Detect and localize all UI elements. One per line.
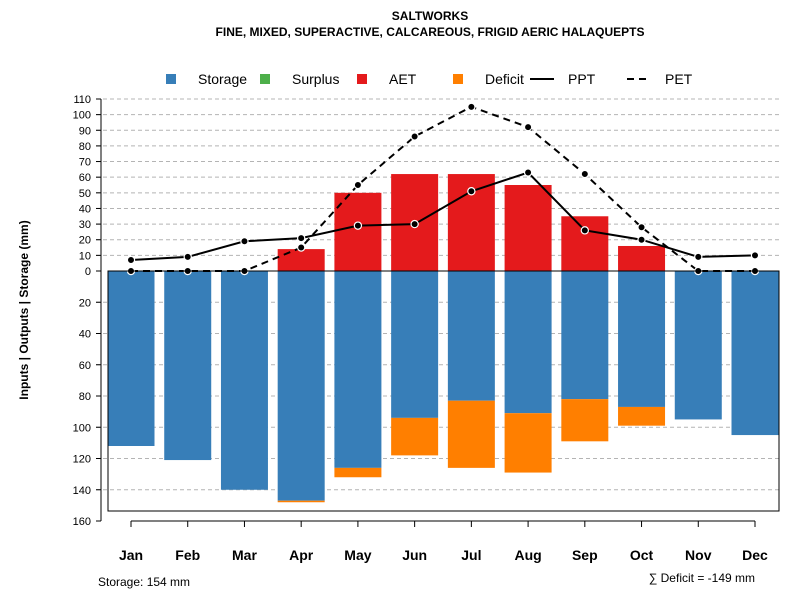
x-tick-label: Nov [685,547,712,563]
point-ppt [410,219,419,229]
x-tick-label: May [344,547,371,563]
footnote-deficit: ∑ Deficit = -149 mm [649,571,755,585]
legend-swatch-aet [357,74,367,84]
legend-label-aet: AET [389,71,417,87]
bar-deficit [618,406,666,426]
point-ppt [296,233,306,243]
chart-subtitle: FINE, MIXED, SUPERACTIVE, CALCAREOUS, FR… [216,25,645,39]
x-tick-label: Jul [461,547,481,563]
point-ppt [183,252,192,262]
axes: 0 10 20 30 40 50 60 70 80 90 100 110 20 40 60 80 100 120 1… [73,94,780,563]
bar-storage [107,271,155,446]
y-tick-label-upper: 90 [79,125,91,137]
x-tick-label: Aug [514,547,541,563]
y-tick-label-upper: 110 [73,94,91,106]
legend-label-storage: Storage [198,71,247,87]
legend-swatch-deficit [453,74,463,84]
legend-label-ppt: PPT [568,71,596,87]
y-tick-label-lower: 160 [73,516,91,528]
point-pet [353,180,363,190]
point-pet [580,169,590,179]
bar-storage [334,271,382,468]
bar-deficit [561,399,609,442]
point-pet [637,223,646,232]
legend-swatch-storage [166,74,176,84]
point-ppt [750,251,760,260]
series-lines [126,102,760,276]
chart-title: SALTWORKS [392,9,468,23]
bar-storage [618,271,666,407]
legend-label-deficit: Deficit [485,71,524,87]
point-ppt [637,235,646,244]
bar-storage [277,271,325,501]
footnote-storage: Storage: 154 mm [98,575,190,589]
y-tick-label-lower: 40 [79,329,91,341]
y-tick-label-upper: 80 [79,141,91,153]
point-pet [523,122,533,132]
line-ppt [130,171,756,262]
legend-swatch-surplus [260,74,270,84]
bar-storage [731,271,779,436]
y-tick-label-lower: 140 [73,485,91,497]
bar-aet [618,245,666,271]
bar-storage [447,271,495,401]
bar-aet [334,192,382,271]
x-tick-label: Oct [630,547,654,563]
point-ppt [126,255,136,265]
bars [107,174,779,503]
bar-deficit [334,467,382,478]
y-tick-label-upper: 30 [79,219,91,231]
x-tick-label: Dec [742,547,768,563]
x-tick-label: Sep [572,547,598,563]
bar-deficit [277,500,325,503]
y-tick-label-upper: 70 [79,157,91,169]
point-pet [467,102,476,112]
bar-deficit [391,417,439,456]
y-tick-label-upper: 50 [79,188,91,200]
bar-storage [561,271,609,400]
y-tick-label-lower: 20 [79,297,91,309]
bar-aet [561,216,609,271]
y-tick-label-upper: 0 [85,266,91,278]
x-tick-label: Feb [175,547,200,563]
bar-aet [277,249,325,271]
bar-deficit [447,400,495,468]
bar-storage [504,271,552,414]
legend-label-surplus: Surplus [292,71,339,87]
point-ppt [353,221,363,230]
bar-deficit [504,413,552,473]
point-ppt [467,187,476,196]
point-ppt [694,252,703,262]
y-tick-label-upper: 100 [73,110,91,122]
line-pet [131,105,755,272]
point-pet [296,243,306,252]
y-tick-label-lower: 120 [73,454,91,466]
y-tick-label-upper: 10 [79,250,91,262]
y-tick-label-lower: 60 [79,360,91,372]
x-tick-label: Jun [402,547,427,563]
x-tick-label: Apr [289,547,314,563]
bar-aet [504,185,552,271]
point-ppt [523,168,533,177]
y-tick-label-upper: 40 [79,203,91,215]
x-tick-label: Jan [119,547,143,563]
y-tick-label-upper: 20 [79,235,91,247]
legend: Storage Surplus AET Deficit PPT PET [166,71,693,87]
bar-storage [674,271,722,420]
point-ppt [580,226,590,235]
y-tick-label-upper: 60 [79,172,91,184]
y-axis-label: Inputs | Outputs | Storage (mm) [17,220,31,399]
x-tick-label: Mar [232,547,257,563]
y-tick-label-lower: 100 [73,422,91,434]
legend-label-pet: PET [665,71,693,87]
y-tick-label-lower: 80 [79,391,91,403]
point-ppt [240,237,249,246]
bar-storage [220,271,268,490]
point-pet [410,132,419,141]
bar-storage [164,271,212,461]
bar-storage [391,271,439,418]
